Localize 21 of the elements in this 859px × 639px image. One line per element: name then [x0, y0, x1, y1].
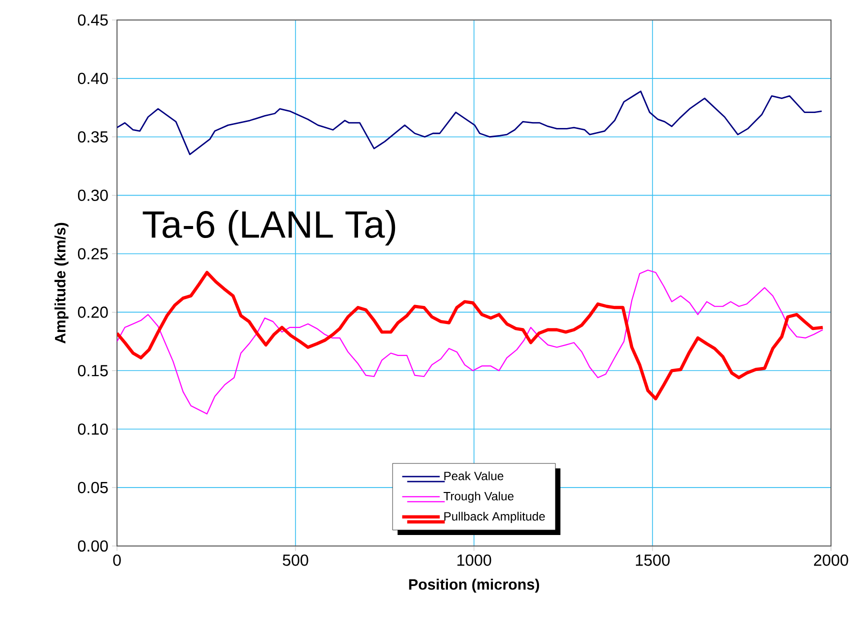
legend-label: Trough Value	[444, 492, 514, 503]
y-tick-label: 0.05	[78, 482, 108, 494]
x-tick-label: 1000	[457, 554, 492, 566]
y-tick-label: 0.40	[78, 72, 108, 84]
y-tick-label: 0.45	[78, 14, 108, 26]
x-tick-label: 1500	[636, 554, 670, 566]
y-tick-label: 0.25	[78, 248, 108, 260]
y-tick-label: 0.35	[78, 131, 108, 143]
y-tick-label: 0.30	[78, 190, 108, 201]
legend-label: Peak Value	[444, 471, 504, 480]
y-axis-title: Amplitude (km/s)	[54, 222, 68, 344]
y-tick-label: 0.00	[78, 540, 108, 552]
legend-label: Pullback Amplitude	[444, 512, 545, 523]
y-tick-label: 0.10	[78, 423, 108, 435]
y-tick-label: 0.20	[78, 306, 108, 318]
y-tick-label: 0.15	[78, 364, 108, 376]
x-tick-label: 500	[282, 554, 308, 566]
x-tick-label: 0	[113, 554, 121, 566]
x-axis-title: Position (microns)	[409, 578, 540, 593]
line-series	[117, 90, 822, 156]
x-tick-label: 2000	[814, 554, 848, 566]
